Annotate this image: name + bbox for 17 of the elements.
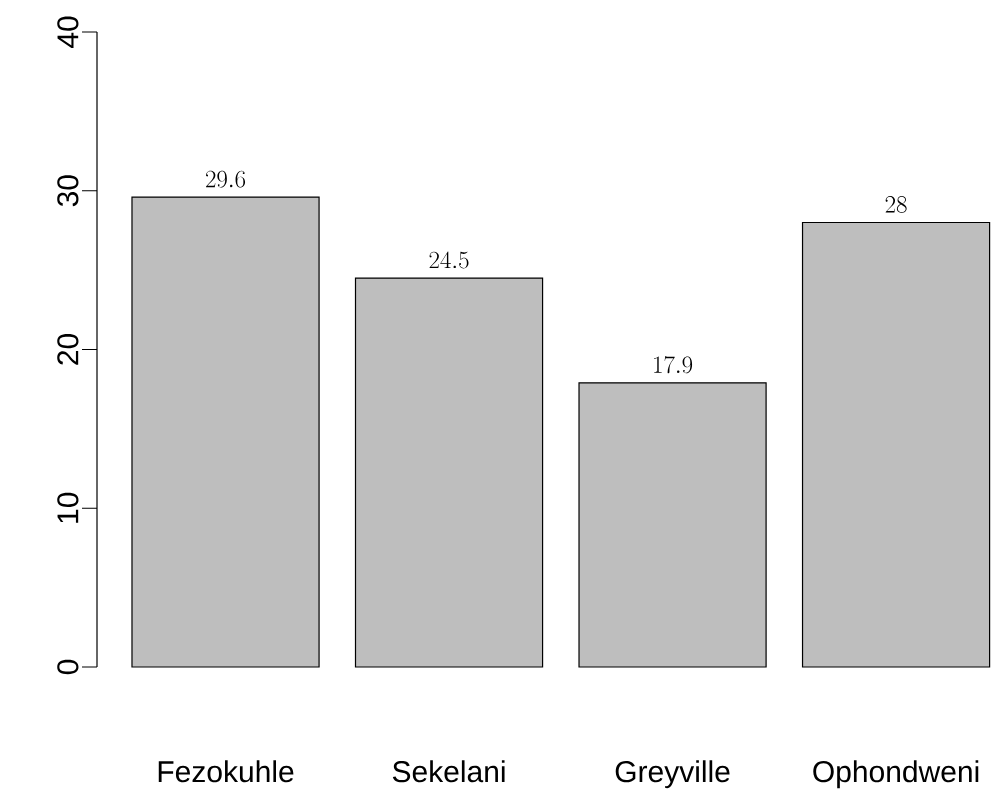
bar: [354, 277, 544, 668]
y-tick-label: 30: [57, 175, 79, 207]
data-label: 29.6: [206, 170, 246, 188]
data-label: 17.9: [654, 356, 693, 374]
x-tick-label: Fezokuhle: [158, 760, 294, 783]
data-label: 24.5: [429, 251, 469, 269]
y-tick-label: 20: [57, 334, 79, 365]
bar: [131, 196, 320, 668]
bar: [578, 382, 767, 668]
data-label: 28: [885, 196, 907, 214]
x-tick-label: Greyville: [615, 760, 730, 789]
x-tick-label: Sekelani: [392, 760, 505, 783]
y-tick-label: 40: [57, 16, 79, 49]
bar: [801, 222, 991, 668]
y-tick-label: 10: [57, 492, 79, 523]
x-tick-label: Ophondweni: [813, 760, 979, 789]
y-tick-label: 0: [57, 660, 79, 675]
